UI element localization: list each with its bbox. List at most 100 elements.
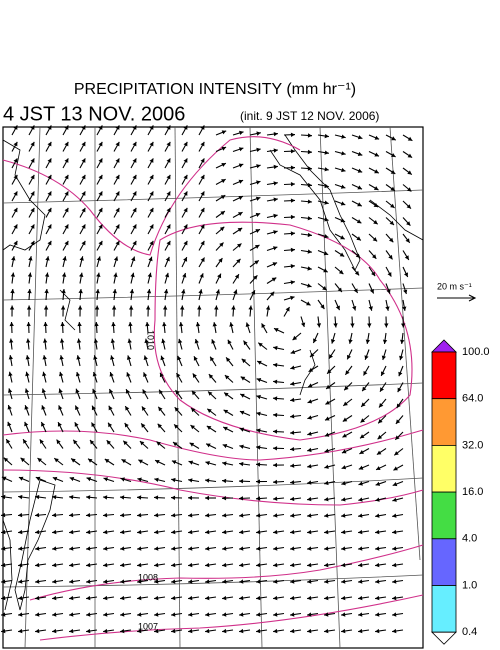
wind-arrow-head	[81, 174, 86, 180]
wind-arrow-head	[324, 464, 329, 469]
wind-arrow-head	[290, 280, 295, 285]
wind-arrow-head	[358, 497, 363, 502]
wind-arrow-head	[44, 272, 50, 277]
wind-arrow-head	[341, 562, 346, 568]
wind-arrow-head	[13, 174, 18, 180]
wind-arrow-head	[220, 195, 226, 200]
wind-arrow-head	[359, 450, 364, 454]
wind-arrow-head	[308, 383, 313, 388]
wind-arrow-head	[171, 546, 176, 551]
wind-arrow-head	[64, 224, 69, 229]
wind-arrow-head	[341, 151, 346, 156]
wind-arrow-head	[37, 458, 42, 463]
wind-arrow-head	[200, 257, 205, 263]
wind-arrow-head	[387, 272, 392, 277]
isobar-label: 1008	[138, 572, 158, 582]
wind-arrow-head	[375, 546, 380, 551]
wind-arrow-head	[10, 272, 16, 277]
wind-arrow-head	[290, 381, 295, 386]
wind-arrow-head	[47, 207, 52, 213]
wind-arrow-head	[307, 480, 312, 485]
wind-arrow-head	[273, 579, 278, 584]
wind-arrow-head	[79, 256, 84, 261]
wind-arrow-head	[35, 512, 40, 518]
wind-arrow-head	[52, 612, 57, 617]
wind-arrow-head	[13, 240, 18, 246]
wind-arrow-head	[255, 245, 260, 249]
wind-arrow-head	[325, 416, 330, 421]
wind-arrow-head	[154, 628, 159, 634]
wind-arrow-head	[149, 141, 154, 147]
wind-arrow-head	[163, 289, 169, 294]
wind-arrow-head	[222, 595, 227, 601]
wind-arrow-head	[183, 257, 188, 262]
wind-arrow-head	[273, 230, 278, 235]
wind-arrow-head	[20, 457, 26, 463]
wind-arrow-head	[131, 256, 136, 262]
wind-arrow-head	[91, 422, 96, 427]
wind-arrow-head	[164, 272, 170, 278]
wind-arrow-head	[92, 372, 97, 377]
wind-arrow-head	[407, 153, 413, 158]
wind-arrow-head	[13, 125, 18, 130]
wind-arrow-head	[145, 322, 150, 327]
wind-arrow-head	[58, 388, 63, 394]
wind-arrow-head	[239, 595, 244, 601]
wind-arrow-head	[104, 459, 110, 464]
wind-arrow-head	[343, 401, 348, 406]
wind-arrow-head	[13, 207, 18, 213]
wind-arrow-head	[223, 426, 228, 431]
wind-arrow-head	[192, 373, 197, 378]
wind-arrow-head	[324, 595, 329, 601]
wind-arrow-head	[290, 397, 295, 403]
wind-arrow-head	[96, 256, 101, 261]
wind-arrow-head	[333, 323, 338, 328]
wind-arrow-head	[200, 207, 205, 213]
wind-arrow-head	[238, 147, 244, 152]
wind-arrow-head	[290, 430, 295, 435]
wind-arrow-head	[390, 203, 395, 208]
wind-arrow-head	[273, 612, 278, 617]
wind-arrow-head	[365, 339, 370, 344]
wind-arrow-head	[307, 399, 313, 404]
wind-arrow-head	[307, 431, 312, 436]
wind-arrow-head	[392, 612, 397, 617]
wind-arrow-head	[290, 149, 295, 154]
wind-arrow-head	[358, 612, 363, 617]
wind-arrow-head	[290, 480, 295, 485]
wind-arrow-head	[18, 476, 24, 481]
wind-arrow-head	[132, 224, 137, 229]
wind-arrow-head	[61, 272, 67, 277]
wind-arrow-head	[146, 305, 151, 310]
wind-arrow-head	[381, 371, 385, 376]
wind-arrow-head	[290, 496, 295, 502]
wind-arrow-head	[307, 249, 312, 254]
wind-arrow-head	[64, 240, 69, 246]
wind-arrow-head	[324, 497, 329, 502]
wind-arrow-head	[307, 182, 312, 188]
wind-arrow-head	[324, 150, 329, 155]
wind-arrow-head	[183, 174, 188, 180]
wind-arrow-head	[290, 595, 295, 601]
wind-arrow-head	[171, 562, 176, 568]
wind-arrow-head	[324, 612, 329, 617]
wind-arrow-head	[307, 283, 312, 288]
colorbar-label: 64.0	[462, 393, 483, 405]
wind-arrow-head	[340, 218, 346, 223]
wind-arrow-head	[143, 372, 148, 377]
wind-arrow-head	[256, 394, 261, 400]
wind-arrow-head	[108, 405, 113, 411]
wind-arrow-head	[399, 355, 404, 361]
wind-arrow-head	[182, 273, 187, 278]
wind-arrow-head	[239, 496, 244, 501]
wind-arrow-head	[137, 513, 142, 518]
wind-arrow-head	[290, 231, 295, 236]
wind-arrow-head	[355, 253, 361, 258]
wind-arrow-head	[340, 201, 346, 206]
wind-arrow-head	[245, 322, 250, 327]
wind-arrow-head	[69, 595, 74, 601]
wind-arrow-head	[307, 546, 312, 551]
wind-arrow-head	[165, 256, 170, 262]
wind-arrow-head	[113, 272, 118, 278]
